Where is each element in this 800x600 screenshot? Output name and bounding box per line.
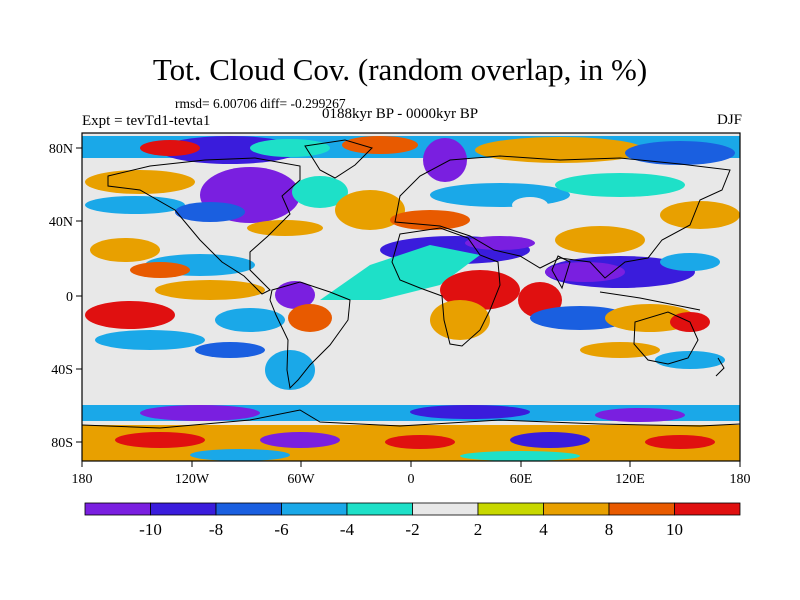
coast-greenland (304, 139, 373, 179)
anomaly-patch (660, 201, 740, 229)
anomaly-patch (430, 183, 570, 207)
anomaly-patch (645, 435, 715, 449)
coast-antarctica (82, 409, 740, 429)
lon-label: 60E (510, 472, 533, 487)
coast-africa (391, 227, 501, 347)
anomaly-patch (595, 408, 685, 422)
anomaly-patch (510, 432, 590, 448)
colorbar-label: -2 (405, 520, 419, 539)
colorbar-label: 8 (605, 520, 614, 539)
anomaly-patch (250, 139, 330, 157)
anomaly-patch (275, 281, 315, 309)
anomaly-patch (95, 330, 205, 350)
anomaly-patch (475, 137, 645, 163)
coast-indonesia (599, 291, 701, 311)
anomaly-patch (580, 342, 660, 358)
colorbar-label: -4 (340, 520, 355, 539)
anomaly-patch (655, 351, 725, 369)
coastlines (82, 139, 740, 429)
lat-label: 0 (66, 290, 73, 305)
colorbar: -10 -8 -6 -4 -2 2 4 8 10 (84, 502, 741, 539)
lat-label: 40N (49, 215, 73, 230)
anomaly-patch (85, 301, 175, 329)
colorbar-label: -8 (209, 520, 223, 539)
colorbar-box (150, 502, 217, 516)
anomaly-patch (90, 238, 160, 262)
coast-south-america (269, 281, 351, 390)
coast-australia (633, 311, 699, 365)
anomaly-patch (335, 190, 405, 230)
anomaly-patch (260, 432, 340, 448)
anomaly-patch (320, 245, 480, 300)
anomaly-patch (175, 202, 245, 222)
anomaly-patch (115, 432, 205, 448)
cloud-cover-anomaly-field (82, 133, 740, 461)
lat-label: 40S (51, 363, 73, 378)
lon-label: 180 (72, 472, 93, 487)
anomaly-patch (265, 350, 315, 390)
longitude-axis: 180 120W 60W 0 60E 120E 180 (72, 461, 751, 487)
colorbar-box (608, 502, 675, 516)
colorbar-box (674, 502, 741, 516)
anomaly-patch (660, 253, 720, 271)
colorbar-box (84, 502, 151, 516)
experiment-label: Expt = tevTd1-tevta1 (82, 113, 211, 129)
period-label: 0188kyr BP - 0000kyr BP (322, 106, 479, 122)
lat-label: 80S (51, 436, 73, 451)
anomaly-patch (288, 304, 332, 332)
anomaly-patch (385, 435, 455, 449)
anomaly-patch (215, 308, 285, 332)
coast-north-america (107, 157, 301, 295)
anomaly-patch (410, 405, 530, 419)
anomaly-patch (512, 197, 548, 213)
anomaly-patch (423, 138, 467, 182)
anomaly-patch (555, 226, 645, 254)
coast-new-zealand (715, 357, 725, 377)
anomaly-patch (460, 451, 580, 461)
lat-label: 80N (49, 142, 73, 157)
season-label: DJF (716, 112, 742, 128)
colorbar-box (477, 502, 544, 516)
anomaly-patch (465, 236, 535, 250)
colorbar-label: -6 (274, 520, 288, 539)
lon-label: 120E (615, 472, 645, 487)
coast-india (551, 255, 571, 290)
coast-eurasia (394, 155, 731, 279)
colorbar-box (412, 502, 479, 516)
lon-label: 180 (730, 472, 751, 487)
colorbar-label: -10 (139, 520, 162, 539)
anomaly-patch (190, 449, 290, 461)
colorbar-box (281, 502, 348, 516)
colorbar-box (346, 502, 413, 516)
anomaly-patch (430, 300, 490, 340)
anomaly-patch (390, 210, 470, 230)
anomaly-patch (140, 140, 200, 156)
anomaly-patch (342, 136, 418, 154)
colorbar-label: 4 (539, 520, 548, 539)
lon-label: 60W (287, 472, 315, 487)
lon-label: 0 (408, 472, 415, 487)
anomaly-patch (555, 173, 685, 197)
anomaly-patch (247, 220, 323, 236)
anomaly-patch (292, 176, 348, 208)
lon-label: 120W (175, 472, 210, 487)
anomaly-patch (130, 262, 190, 278)
colorbar-label: 2 (474, 520, 483, 539)
latitude-axis: 80N 40N 0 40S 80S (49, 142, 82, 451)
anomaly-patch (155, 280, 265, 300)
anomaly-patch (625, 141, 735, 165)
plot-title: Tot. Cloud Cov. (random overlap, in %) (152, 52, 648, 87)
anomaly-patch (85, 170, 195, 194)
anomaly-patch (195, 342, 265, 358)
anomaly-patch (85, 196, 185, 214)
anomaly-patch (530, 306, 630, 330)
colorbar-label: 10 (666, 520, 683, 539)
colorbar-box (215, 502, 282, 516)
anomaly-patch (140, 405, 260, 421)
colorbar-box (543, 502, 610, 516)
rmsd-diff-stats: rmsd= 6.00706 diff= -0.299267 (175, 96, 346, 111)
